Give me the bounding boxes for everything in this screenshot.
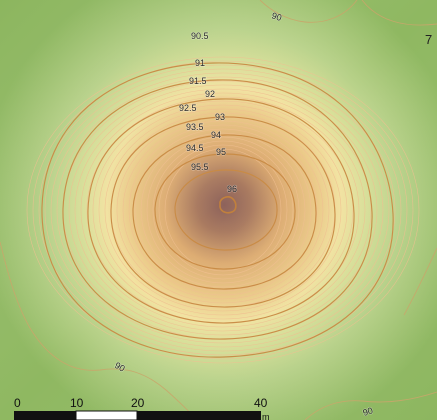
scale-unit: m (262, 412, 270, 420)
scale-bar: 0 10 20 40 m (14, 396, 270, 420)
minor-contours (26, 56, 420, 364)
edge-contour-top (259, 0, 358, 23)
minor-contour (26, 56, 420, 364)
minor-contour (92, 100, 354, 320)
contour-label-91: 91 (195, 58, 205, 68)
scale-bar-segment-0-10 (14, 411, 76, 420)
minor-contour (146, 136, 300, 284)
contour-elevation-labels: 90.5 91 91.5 92 92.5 93 93.5 94 94.5 95 … (112, 10, 375, 419)
minor-contour (140, 132, 306, 288)
minor-contour (122, 120, 324, 300)
edge-contour-bottom-right (304, 391, 437, 420)
minor-contour (74, 88, 372, 332)
minor-contour (158, 144, 288, 276)
edge-contour-left (0, 241, 199, 420)
summit-contour (219, 196, 237, 214)
contour-label-91-5: 91.5 (189, 76, 207, 86)
major-contour (62, 79, 373, 340)
edge-contour-top-right (361, 0, 437, 26)
scale-tick-20: 20 (131, 396, 145, 410)
minor-contour (32, 60, 414, 360)
minor-contour (68, 84, 378, 336)
minor-contour (44, 68, 402, 352)
minor-contour (104, 108, 342, 312)
major-contour (110, 116, 336, 308)
scale-tick-10: 10 (70, 396, 84, 410)
major-contour (174, 169, 278, 251)
contour-label-93-5: 93.5 (186, 122, 204, 132)
contour-label-90-bottom-right: 90 (362, 405, 375, 418)
major-contour (87, 98, 355, 324)
contour-label-92: 92 (205, 89, 215, 99)
contour-label-93: 93 (215, 112, 225, 122)
edge-contour-right (403, 247, 437, 316)
contour-label-94-5: 94.5 (186, 143, 204, 153)
scale-bar-segment-10-20 (75, 410, 138, 420)
minor-contour (152, 140, 294, 280)
minor-contour (56, 76, 390, 344)
minor-contour (38, 64, 408, 356)
major-contour (132, 134, 317, 290)
scale-tick-0: 0 (14, 396, 21, 410)
minor-contour (128, 124, 318, 296)
major-contour (154, 153, 296, 270)
major-contour (41, 62, 394, 358)
minor-contour (98, 104, 348, 316)
contour-label-94: 94 (211, 130, 221, 140)
scale-tick-40: 40 (254, 396, 268, 410)
minor-contour (50, 72, 396, 348)
contour-label-90-top: 90 (270, 10, 283, 23)
contour-label-95-5: 95.5 (191, 162, 209, 172)
edge-glyph: 7 (425, 32, 432, 47)
contour-label-92-5: 92.5 (179, 103, 197, 113)
minor-contour (164, 148, 282, 272)
minor-contour (134, 128, 312, 292)
contour-label-90-5: 90.5 (191, 31, 209, 41)
contour-label-96: 96 (227, 184, 237, 194)
minor-contour (80, 92, 366, 328)
major-contours (41, 62, 394, 358)
contour-label-95: 95 (216, 147, 226, 157)
scale-bar-segment-20-40 (137, 411, 261, 420)
